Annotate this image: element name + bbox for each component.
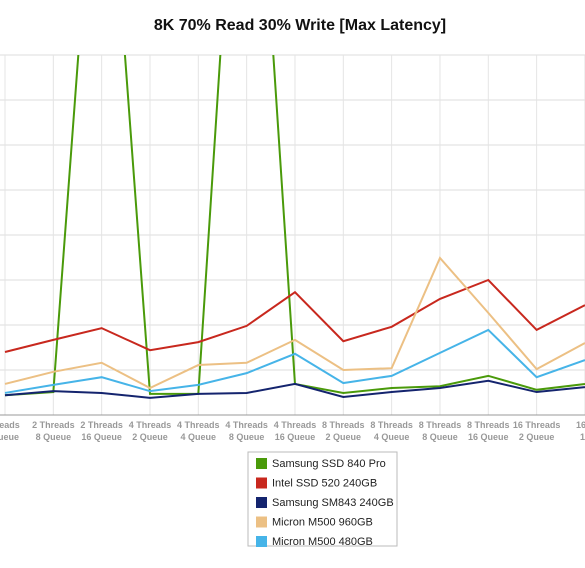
x-tick-label: 4 Threads	[129, 420, 172, 430]
x-tick-label: 2 Threads	[80, 420, 123, 430]
x-tick-label: 4 Threads	[177, 420, 220, 430]
x-tick-label: 4 Threads	[225, 420, 268, 430]
x-tick-label: 2 Threads	[32, 420, 75, 430]
legend	[247, 451, 398, 547]
x-tick-label: 8 Threads	[419, 420, 462, 430]
x-tick-label: 8 Queue	[422, 432, 458, 442]
series-line	[4, 278, 585, 353]
x-tick-label: 8 Threads	[322, 420, 365, 430]
series-line	[4, 379, 585, 399]
x-tick-label: 2 Queue	[132, 432, 168, 442]
legend-label: Micron M500 960GB	[272, 516, 373, 528]
x-tick-label: 8 Queue	[229, 432, 265, 442]
x-tick-label: 2 Queue	[519, 432, 555, 442]
legend-swatch	[256, 536, 267, 547]
chart-title: 8K 70% Read 30% Write [Max Latency]	[154, 17, 446, 34]
legend-label: Micron M500 480GB	[272, 536, 373, 548]
x-tick-label: 16 Queue	[275, 432, 316, 442]
series-line	[4, 328, 585, 394]
x-tick-label: 16 Queue	[468, 432, 509, 442]
legend-swatch	[256, 516, 267, 528]
x-tick-label: hreads	[0, 420, 20, 430]
x-tick-label: 8 Queue	[36, 432, 72, 442]
x-tick-label: 16 Queue	[81, 432, 122, 442]
x-tick-label: 4 Threads	[274, 420, 317, 430]
x-tick-label: 16 T	[576, 420, 585, 430]
x-tick-label: 8 Threads	[370, 420, 413, 430]
legend-swatch	[256, 458, 267, 469]
legend-label: Samsung SM843 240GB	[272, 497, 394, 509]
x-tick-label: Queue	[0, 432, 19, 442]
legend-swatch	[256, 497, 267, 508]
x-tick-label: 8 Threads	[467, 420, 510, 430]
x-tick-label: 4 Queue	[374, 432, 410, 442]
x-tick-label: 4 Queue	[181, 432, 217, 442]
legend-swatch	[256, 477, 267, 489]
x-tick-label: 16	[580, 432, 585, 442]
legend-label: Intel SSD 520 240GB	[272, 477, 377, 489]
x-tick-label: 16 Threads	[513, 420, 561, 430]
x-tick-label: 2 Queue	[326, 432, 362, 442]
series-line	[4, 256, 585, 390]
legend-label: Samsung SSD 840 Pro	[272, 458, 386, 470]
